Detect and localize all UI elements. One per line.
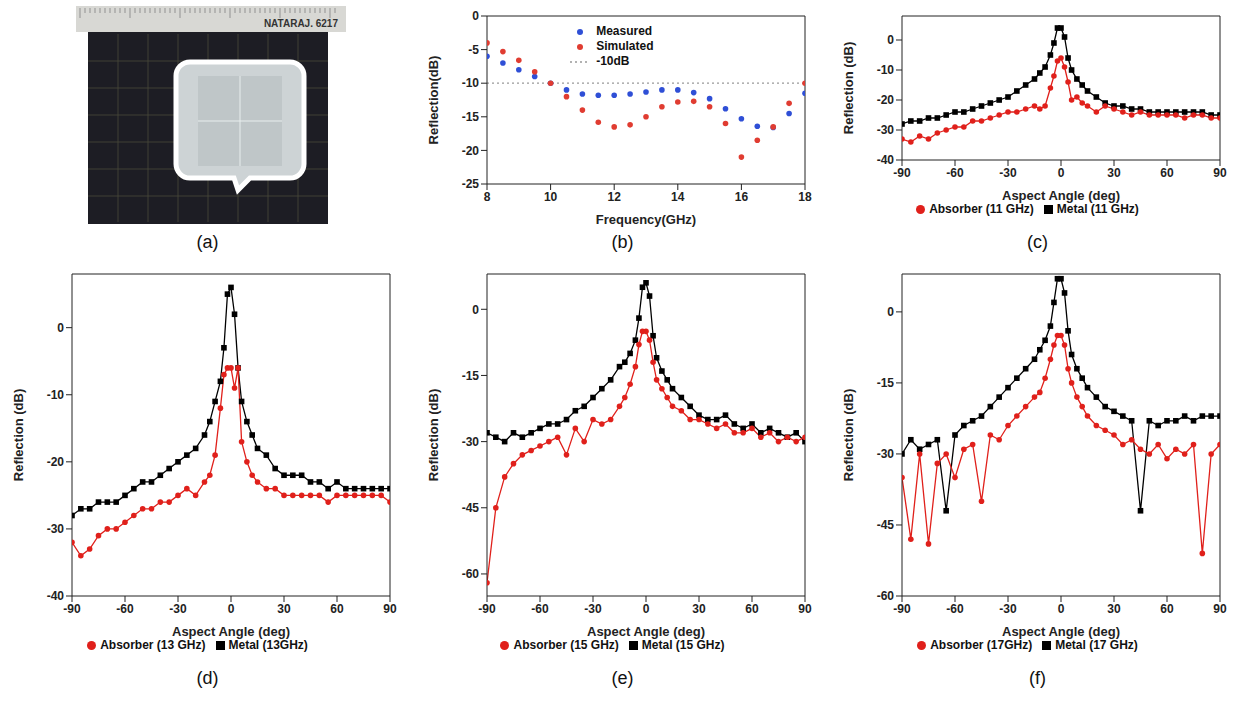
html-text:(e): (e) [611, 668, 634, 688]
svg-text:60: 60 [330, 602, 344, 616]
html-text:Measured: Measured [596, 24, 653, 38]
svg-text:0: 0 [57, 321, 64, 335]
html-text:(c): (c) [1027, 232, 1048, 252]
svg-text:0: 0 [642, 602, 649, 616]
svg-text:-30: -30 [999, 166, 1017, 180]
svg-text:90: 90 [798, 602, 812, 616]
svg-text:-60: -60 [876, 589, 894, 603]
html-text:Absorber (11 GHz): Absorber (11 GHz) [929, 202, 1034, 216]
svg-text:-60: -60 [531, 602, 549, 616]
svg-text:-90: -90 [63, 602, 81, 616]
svg-text:0: 0 [227, 602, 234, 616]
svg-text:-10: -10 [461, 76, 479, 90]
svg-text:-20: -20 [46, 455, 64, 469]
svg-text:-45: -45 [876, 518, 894, 532]
svg-text:-20: -20 [461, 144, 479, 158]
html-text:Absorber (15 GHz): Absorber (15 GHz) [513, 638, 619, 652]
html-text:Simulated: Simulated [596, 39, 654, 53]
svg-text:Reflection (dB): Reflection (dB) [840, 42, 855, 134]
svg-text:-30: -30 [169, 602, 187, 616]
svg-text:-30: -30 [876, 447, 894, 461]
svg-text:0: 0 [472, 303, 479, 317]
svg-text:-40: -40 [876, 153, 894, 167]
svg-text:Reflection (dB): Reflection (dB) [10, 389, 25, 481]
svg-text:Reflection (dB): Reflection (dB) [425, 389, 440, 481]
svg-text:-30: -30 [999, 602, 1017, 616]
html-text:Metal (15 GHz): Metal (15 GHz) [641, 638, 725, 652]
html-text:(d): (d) [196, 668, 219, 688]
svg-text:-15: -15 [876, 376, 894, 390]
svg-text:60: 60 [1160, 602, 1174, 616]
svg-text:0: 0 [887, 33, 894, 47]
svg-text:0: 0 [1057, 166, 1064, 180]
svg-text:-20: -20 [876, 93, 894, 107]
html-text:Absorber (13 GHz): Absorber (13 GHz) [100, 638, 206, 652]
svg-text:30: 30 [692, 602, 706, 616]
svg-text:0: 0 [887, 305, 894, 319]
svg-text:-90: -90 [893, 166, 911, 180]
html-text:Metal (13GHz): Metal (13GHz) [228, 638, 308, 652]
svg-text:10: 10 [543, 190, 557, 204]
html-text:-10dB: -10dB [596, 54, 630, 68]
svg-text:-45: -45 [461, 501, 479, 515]
svg-text:30: 30 [1107, 166, 1121, 180]
svg-text:-10: -10 [46, 388, 64, 402]
svg-text:60: 60 [1160, 166, 1174, 180]
svg-text:-90: -90 [478, 602, 496, 616]
svg-text:Aspect Angle (deg): Aspect Angle (deg) [587, 624, 705, 639]
html-text:Metal (11 GHz): Metal (11 GHz) [1056, 202, 1139, 216]
svg-text:Aspect Angle (deg): Aspect Angle (deg) [1002, 624, 1120, 639]
svg-text:-60: -60 [946, 602, 964, 616]
svg-text:-60: -60 [946, 166, 964, 180]
svg-text:-25: -25 [461, 177, 479, 191]
svg-text:16: 16 [734, 190, 748, 204]
svg-text:12: 12 [607, 190, 621, 204]
svg-text:-30: -30 [461, 435, 479, 449]
svg-text:0: 0 [1057, 602, 1064, 616]
svg-text:-10: -10 [876, 63, 894, 77]
svg-text:-30: -30 [46, 522, 64, 536]
svg-text:18: 18 [798, 190, 812, 204]
svg-text:Reflection(dB): Reflection(dB) [425, 56, 440, 145]
svg-text:-40: -40 [46, 589, 64, 603]
html-text:(a): (a) [196, 232, 219, 252]
svg-text:-15: -15 [461, 369, 479, 383]
html-text:Absorber (17GHz): Absorber (17GHz) [930, 638, 1033, 652]
svg-text:-15: -15 [461, 110, 479, 124]
svg-text:90: 90 [1213, 602, 1227, 616]
svg-text:NATARAJ. 6217: NATARAJ. 6217 [263, 18, 338, 29]
svg-text:-90: -90 [893, 602, 911, 616]
html-text:(b): (b) [611, 232, 634, 252]
svg-text:90: 90 [383, 602, 397, 616]
svg-text:Frequency(GHz): Frequency(GHz) [595, 212, 695, 227]
svg-text:14: 14 [671, 190, 685, 204]
svg-text:Reflection (dB): Reflection (dB) [840, 389, 855, 481]
svg-text:90: 90 [1213, 166, 1227, 180]
svg-text:Aspect Angle (deg): Aspect Angle (deg) [172, 624, 290, 639]
svg-text:30: 30 [1107, 602, 1121, 616]
svg-text:-60: -60 [116, 602, 134, 616]
svg-text:0: 0 [472, 9, 479, 23]
svg-text:-30: -30 [876, 123, 894, 137]
svg-text:60: 60 [745, 602, 759, 616]
svg-text:-30: -30 [584, 602, 602, 616]
html-text:(f): (f) [1029, 668, 1046, 688]
svg-text:-5: -5 [468, 43, 479, 57]
html-text:Metal (17 GHz): Metal (17 GHz) [1055, 638, 1138, 652]
svg-text:30: 30 [277, 602, 291, 616]
svg-text:8: 8 [483, 190, 490, 204]
svg-text:-60: -60 [461, 567, 479, 581]
svg-text:Aspect Angle (deg): Aspect Angle (deg) [1002, 188, 1120, 203]
